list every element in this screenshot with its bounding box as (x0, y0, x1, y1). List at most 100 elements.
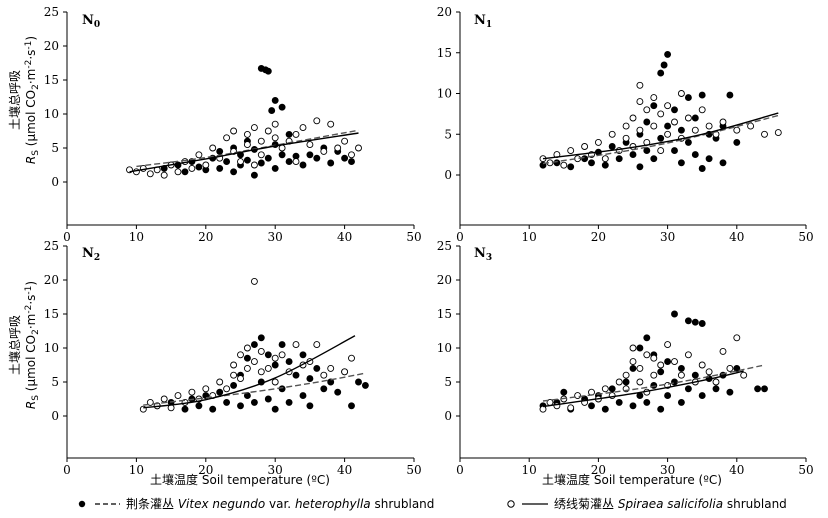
data-point-vitex (733, 138, 741, 146)
data-point-spiraea (622, 134, 630, 142)
data-point-vitex (677, 159, 685, 167)
data-point-vitex (588, 402, 595, 410)
data-point-spiraea (209, 144, 217, 152)
data-point-spiraea (250, 124, 258, 132)
data-point-vitex (327, 159, 335, 167)
data-point-vitex (341, 154, 349, 162)
data-point-spiraea (774, 129, 782, 137)
data-point-spiraea (188, 164, 196, 172)
data-point-vitex (348, 402, 355, 410)
data-point-vitex (361, 381, 369, 389)
data-point-vitex (684, 94, 692, 102)
panel-n1: N1 0 10 20 30 40 50 0 5 10 15 20 (437, 5, 814, 244)
data-point-spiraea (292, 130, 300, 138)
data-point-spiraea (250, 277, 258, 285)
data-point-spiraea (719, 118, 727, 126)
data-point-vitex (622, 378, 630, 386)
data-point-spiraea (726, 364, 734, 372)
legend-marker-vitex (78, 500, 86, 508)
data-point-spiraea (306, 141, 314, 149)
data-point-vitex (567, 163, 575, 171)
data-point-vitex (719, 159, 727, 167)
x-tick-label: 0 (63, 463, 71, 477)
y-axis-label-n0: 土壤总呼吸 RS (μmol CO2·m-2·s-1) (7, 36, 41, 164)
data-point-spiraea (712, 378, 720, 386)
data-point-spiraea (698, 106, 706, 114)
data-point-vitex (216, 388, 224, 396)
data-point-spiraea (657, 361, 665, 369)
x-tick-label: 20 (591, 463, 606, 477)
data-point-spiraea (594, 138, 602, 146)
data-point-vitex (608, 143, 616, 150)
x-tick-label: 40 (729, 230, 744, 244)
data-point-spiraea (733, 126, 741, 134)
data-point-spiraea (243, 344, 251, 352)
data-point-spiraea (581, 143, 589, 150)
data-point-spiraea (299, 124, 307, 132)
x-tick-label: 30 (660, 230, 675, 244)
panel-label-n1: N1 (474, 13, 492, 30)
data-point-spiraea (216, 378, 224, 386)
data-point-vitex (313, 154, 321, 162)
y-tick-label: 15 (44, 307, 59, 321)
data-point-spiraea (650, 122, 658, 130)
data-point-vitex (348, 158, 355, 166)
data-point-vitex (581, 155, 589, 163)
data-point-vitex (650, 102, 658, 110)
svg-text:土壤总呼吸: 土壤总呼吸 (7, 70, 22, 130)
data-point-spiraea (539, 405, 547, 413)
data-point-spiraea (257, 151, 265, 159)
panel-label-n3: N3 (474, 246, 492, 263)
data-point-spiraea (264, 127, 272, 135)
y-axis-label-n2: 土壤总呼吸 RS (μmol CO2·m-2·s-1) (7, 281, 41, 409)
data-point-spiraea (327, 120, 335, 128)
data-point-vitex (671, 147, 678, 155)
data-point-vitex (257, 159, 265, 167)
data-point-spiraea (684, 351, 692, 359)
y-tick-label: 15 (437, 46, 452, 60)
data-point-vitex (643, 398, 651, 406)
data-point-spiraea (313, 117, 321, 125)
data-point-vitex (306, 402, 314, 410)
panel-n2: N2 土壤总呼吸 RS (μmol CO2·m-2·s-1) 土壤温度 Soil… (7, 239, 422, 487)
data-point-spiraea (615, 378, 623, 386)
data-point-vitex (650, 155, 658, 163)
data-point-vitex (636, 163, 644, 171)
data-point-spiraea (327, 364, 335, 372)
data-point-spiraea (629, 344, 637, 352)
data-point-vitex (285, 130, 293, 138)
data-point-spiraea (264, 364, 272, 372)
data-point-spiraea (567, 404, 575, 412)
y-tick-label: 10 (437, 341, 452, 355)
svg-text:土壤总呼吸: 土壤总呼吸 (7, 315, 22, 375)
data-point-vitex (243, 156, 251, 164)
data-point-vitex (726, 388, 734, 396)
data-point-vitex (306, 375, 314, 383)
y-tick-label: 0 (51, 409, 59, 423)
data-point-vitex (671, 310, 678, 318)
data-point-spiraea (761, 130, 768, 138)
data-point-vitex (230, 168, 238, 176)
data-point-spiraea (334, 144, 342, 152)
data-point-spiraea (271, 134, 279, 142)
data-point-spiraea (677, 90, 685, 97)
data-point-spiraea (636, 81, 644, 89)
data-point-spiraea (160, 395, 168, 403)
data-point-spiraea (243, 141, 251, 149)
fit-line-spiraea (129, 132, 359, 173)
data-point-spiraea (677, 371, 685, 379)
data-point-vitex (268, 107, 276, 115)
data-point-vitex (223, 158, 231, 166)
data-point-spiraea (657, 147, 665, 155)
data-point-spiraea (160, 171, 168, 179)
data-point-spiraea (636, 364, 644, 372)
data-point-spiraea (705, 122, 713, 130)
x-tick-label: 40 (337, 463, 352, 477)
data-point-spiraea (664, 341, 672, 349)
fit-line-spiraea (542, 112, 779, 160)
x-tick-label: 20 (591, 230, 606, 244)
x-axis-label-n2: 土壤温度 Soil temperature (ºC) (150, 472, 330, 487)
svg-text:RS (μmol CO2·m-2·s-1): RS (μmol CO2·m-2·s-1) (24, 281, 41, 409)
data-point-vitex (278, 151, 286, 159)
data-point-spiraea (174, 168, 182, 176)
